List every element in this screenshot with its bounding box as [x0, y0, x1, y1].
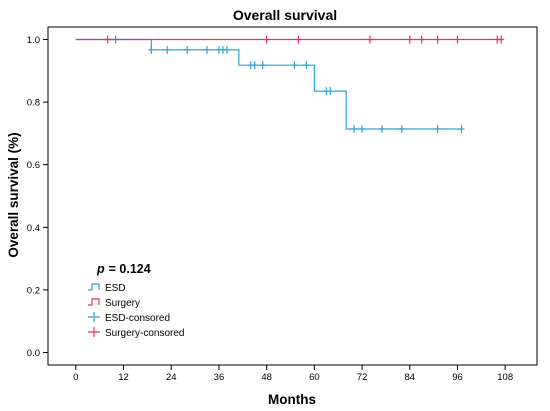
x-axis-title: Months: [268, 392, 316, 407]
esd-censor-mark: [259, 61, 266, 70]
esd-censor-mark: [184, 45, 191, 54]
legend-label: ESD: [105, 283, 126, 294]
y-tick-label: 0.0: [27, 348, 40, 359]
surgery-censor-mark: [263, 35, 270, 44]
p-value: = 0.124: [109, 262, 151, 276]
esd-censor-mark: [164, 45, 171, 54]
x-tick-label: 108: [497, 372, 513, 383]
surgery-censor-mark: [454, 35, 461, 44]
legend: ESD Surgery ESD-consored Surgery-consored: [88, 283, 184, 339]
surgery-censor-mark: [406, 35, 413, 44]
esd-censor-mark: [291, 61, 298, 70]
esd-censor-mark: [327, 87, 334, 96]
x-tick-label: 72: [357, 372, 368, 383]
legend-label: Surgery-consored: [105, 328, 184, 339]
esd-censor-mark: [434, 125, 441, 134]
legend-item: Surgery: [88, 298, 140, 309]
chart-title: Overall survival: [233, 7, 337, 23]
esd-censor-mark: [359, 125, 366, 134]
surgery-censor-mark: [367, 35, 374, 44]
y-tick-label: 0.6: [27, 160, 40, 171]
y-axis: 0.0 0.2 0.4 0.6 0.8 1.0: [27, 35, 48, 359]
esd-censor-mark: [148, 45, 155, 54]
esd-censor-mark: [204, 45, 211, 54]
esd-censor-mark: [251, 61, 258, 70]
legend-swatch-censor: [88, 327, 100, 337]
surgery-censor-mark: [434, 35, 441, 44]
p-symbol: p: [96, 262, 105, 276]
surgery-censor-mark: [295, 35, 302, 44]
legend-item: ESD: [88, 283, 126, 294]
series-layer: [75, 35, 505, 134]
legend-swatch-censor: [88, 312, 100, 322]
legend-swatch-step: [88, 298, 100, 306]
esd-censor-mark: [398, 125, 405, 134]
x-tick-label: 48: [261, 372, 272, 383]
x-tick-label: 12: [118, 372, 129, 383]
x-tick-label: 60: [309, 372, 320, 383]
legend-item: ESD-consored: [88, 312, 170, 324]
y-tick-label: 0.8: [27, 98, 40, 109]
surgery-censor-mark: [104, 35, 111, 44]
x-tick-label: 84: [404, 372, 415, 383]
esd-censor-mark: [458, 125, 465, 134]
legend-label: Surgery: [105, 298, 140, 309]
y-tick-label: 0.4: [27, 223, 40, 234]
x-tick-label: 24: [166, 372, 177, 383]
esd-censor-mark: [378, 125, 385, 134]
svg-text:p= 0.124: p = 0.124: [96, 262, 151, 276]
surgery-censor-mark: [498, 35, 505, 44]
x-tick-label: 96: [452, 372, 463, 383]
y-axis-title: Overall survival (%): [6, 132, 21, 257]
esd-survival-curve: [75, 38, 462, 130]
y-tick-label: 0.2: [27, 285, 40, 296]
esd-censor-mark: [223, 45, 230, 54]
legend-swatch-step: [88, 283, 100, 291]
x-tick-label: 0: [73, 372, 78, 383]
esd-censor-mark: [351, 125, 358, 134]
y-tick-label: 1.0: [27, 35, 40, 46]
legend-item: Surgery-consored: [88, 327, 184, 339]
x-tick-label: 36: [214, 372, 225, 383]
esd-censor-mark: [303, 61, 310, 70]
x-axis: 0 12 24 36 48 60 72 84 96 108: [73, 365, 513, 383]
surgery-censor-mark: [418, 35, 425, 44]
p-value-annotation: p = 0.124: [96, 262, 151, 276]
legend-label: ESD-consored: [105, 313, 170, 324]
plot-frame: [47, 26, 538, 366]
